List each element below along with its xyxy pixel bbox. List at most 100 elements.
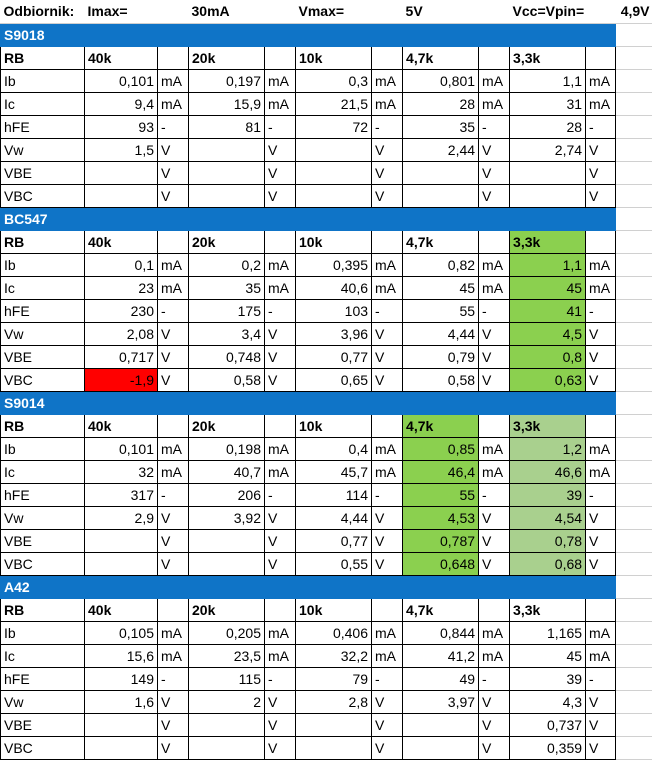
value-cell[interactable]: 1,6 (85, 690, 158, 713)
unit-cell[interactable]: mA (586, 69, 616, 92)
unit-cell[interactable]: V (265, 506, 296, 529)
value-cell[interactable] (189, 552, 265, 575)
unit-cell[interactable]: V (479, 713, 510, 736)
unit-cell[interactable]: mA (158, 92, 189, 115)
unit-cell[interactable]: V (158, 322, 189, 345)
value-cell[interactable]: 0,58 (189, 368, 265, 391)
row-label[interactable]: Ic (1, 460, 85, 483)
unit-cell[interactable]: - (158, 299, 189, 322)
empty-cell[interactable] (616, 713, 652, 736)
resistor-header[interactable]: 3,3k (510, 414, 586, 437)
unit-cell[interactable]: - (479, 115, 510, 138)
value-cell[interactable]: 1,1 (510, 69, 586, 92)
empty-cell[interactable] (616, 529, 652, 552)
unit-cell[interactable]: mA (586, 276, 616, 299)
resistor-header[interactable]: 4,7k (403, 230, 479, 253)
unit-cell[interactable]: mA (372, 621, 403, 644)
section-title[interactable]: BC547 (1, 207, 616, 230)
empty-cell[interactable] (616, 598, 652, 621)
unit-cell[interactable]: V (158, 368, 189, 391)
unit-cell[interactable]: mA (158, 276, 189, 299)
row-label[interactable]: Vw (1, 322, 85, 345)
unit-cell[interactable]: V (265, 368, 296, 391)
unit-cell[interactable]: V (372, 690, 403, 713)
unit-cell[interactable]: V (479, 368, 510, 391)
resistor-header[interactable]: 3,3k (510, 230, 586, 253)
resistor-header[interactable]: 40k (85, 46, 158, 69)
unit-cell[interactable]: mA (158, 644, 189, 667)
value-cell[interactable] (510, 161, 586, 184)
row-label[interactable]: hFE (1, 483, 85, 506)
row-label[interactable]: VBC (1, 368, 85, 391)
value-cell[interactable]: 0,105 (85, 621, 158, 644)
unit-cell[interactable]: mA (586, 253, 616, 276)
value-cell[interactable]: 0,844 (403, 621, 479, 644)
value-cell[interactable]: 23 (85, 276, 158, 299)
value-cell[interactable] (189, 138, 265, 161)
unit-cell[interactable]: mA (372, 644, 403, 667)
value-cell[interactable]: 0,359 (510, 736, 586, 759)
row-label[interactable]: hFE (1, 115, 85, 138)
value-cell[interactable]: 4,5 (510, 322, 586, 345)
unit-cell[interactable]: V (586, 322, 616, 345)
unit-cell[interactable]: - (479, 299, 510, 322)
resistor-header[interactable]: 4,7k (403, 46, 479, 69)
unit-cell[interactable]: mA (479, 437, 510, 460)
value-cell[interactable]: 114 (296, 483, 372, 506)
value-cell[interactable] (296, 736, 372, 759)
unit-cell[interactable]: - (265, 115, 296, 138)
empty-cell[interactable] (616, 644, 652, 667)
unit-cell[interactable]: V (158, 161, 189, 184)
unit-cell[interactable]: mA (479, 69, 510, 92)
row-label[interactable]: VBE (1, 345, 85, 368)
unit-cell[interactable]: mA (265, 621, 296, 644)
unit-cell[interactable]: mA (372, 69, 403, 92)
empty-cell[interactable] (616, 667, 652, 690)
vmax-value[interactable]: 5V (403, 0, 510, 23)
empty-cell[interactable] (616, 69, 652, 92)
value-cell[interactable]: 4,3 (510, 690, 586, 713)
empty-cell[interactable] (616, 345, 652, 368)
value-cell[interactable] (403, 184, 479, 207)
unit-cell[interactable]: - (158, 483, 189, 506)
unit-cell[interactable]: V (158, 529, 189, 552)
unit-cell[interactable]: V (372, 529, 403, 552)
value-cell[interactable]: 0,198 (189, 437, 265, 460)
resistor-header[interactable]: 40k (85, 598, 158, 621)
value-cell[interactable]: 2,74 (510, 138, 586, 161)
value-cell[interactable]: 103 (296, 299, 372, 322)
unit-cell[interactable] (479, 414, 510, 437)
value-cell[interactable] (85, 184, 158, 207)
row-label[interactable]: Ib (1, 621, 85, 644)
unit-cell[interactable]: mA (265, 69, 296, 92)
value-cell[interactable]: 1,2 (510, 437, 586, 460)
empty-cell[interactable] (616, 115, 652, 138)
value-cell[interactable]: 3,97 (403, 690, 479, 713)
unit-cell[interactable]: mA (586, 460, 616, 483)
empty-cell[interactable] (616, 414, 652, 437)
unit-cell[interactable]: V (479, 345, 510, 368)
value-cell[interactable]: 0,78 (510, 529, 586, 552)
row-label[interactable]: hFE (1, 299, 85, 322)
imax-value[interactable]: 30mA (189, 0, 296, 23)
row-label[interactable]: Ic (1, 276, 85, 299)
resistor-header[interactable]: 40k (85, 414, 158, 437)
unit-cell[interactable]: mA (479, 460, 510, 483)
unit-cell[interactable] (265, 46, 296, 69)
value-cell[interactable]: 23,5 (189, 644, 265, 667)
value-cell[interactable]: 2,8 (296, 690, 372, 713)
section-title[interactable]: S9018 (1, 23, 616, 46)
unit-cell[interactable]: V (586, 713, 616, 736)
empty-cell[interactable] (616, 161, 652, 184)
unit-cell[interactable]: - (372, 667, 403, 690)
unit-cell[interactable]: mA (586, 92, 616, 115)
unit-cell[interactable]: V (372, 713, 403, 736)
unit-cell[interactable] (265, 230, 296, 253)
value-cell[interactable]: 0,58 (403, 368, 479, 391)
value-cell[interactable] (296, 713, 372, 736)
value-cell[interactable]: 31 (510, 92, 586, 115)
value-cell[interactable]: 0,65 (296, 368, 372, 391)
unit-cell[interactable]: V (265, 138, 296, 161)
resistor-header[interactable]: 10k (296, 230, 372, 253)
unit-cell[interactable] (479, 598, 510, 621)
